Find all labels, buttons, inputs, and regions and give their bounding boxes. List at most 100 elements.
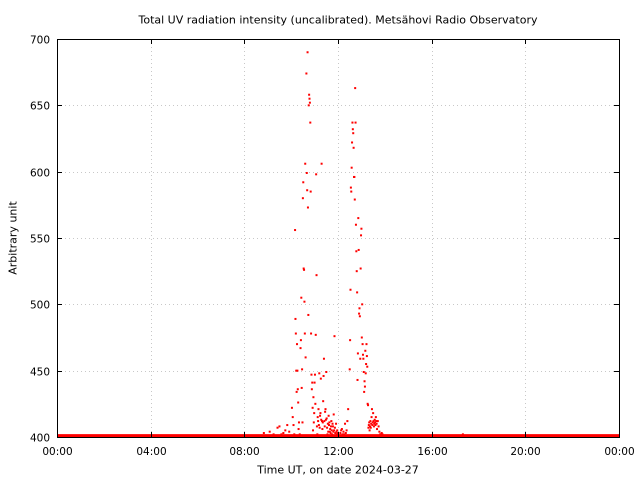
data-point	[321, 428, 324, 431]
data-point	[316, 416, 319, 419]
data-point	[374, 424, 377, 427]
data-point	[268, 430, 271, 433]
data-point	[299, 339, 302, 342]
data-point	[330, 429, 333, 432]
data-point	[342, 430, 345, 433]
data-point	[358, 312, 361, 315]
data-point	[313, 412, 316, 415]
y-tick-label: 500	[30, 300, 50, 312]
data-point	[353, 175, 356, 178]
data-point	[319, 377, 322, 380]
data-point	[278, 425, 281, 428]
data-point	[322, 374, 325, 377]
data-point	[353, 198, 356, 201]
data-point	[317, 420, 320, 423]
data-point	[312, 429, 315, 432]
x-tick-label: 20:00	[510, 446, 540, 458]
data-point	[351, 121, 354, 124]
data-point	[301, 197, 304, 200]
data-point	[333, 429, 336, 432]
data-point	[319, 414, 322, 417]
data-point	[372, 425, 375, 428]
data-point	[363, 385, 366, 388]
data-point	[297, 421, 300, 424]
data-point	[362, 370, 365, 373]
data-point	[369, 420, 372, 423]
data-point	[326, 422, 329, 425]
data-point	[284, 429, 287, 432]
chart-title: Total UV radiation intensity (uncalibrat…	[138, 14, 538, 27]
data-point	[304, 356, 307, 359]
data-point	[346, 420, 349, 423]
data-point	[354, 223, 357, 226]
data-point	[324, 408, 327, 411]
data-point	[308, 93, 311, 96]
data-point	[331, 425, 334, 428]
data-point	[341, 433, 344, 436]
data-point	[318, 372, 321, 375]
data-point	[359, 267, 362, 270]
data-point	[354, 87, 357, 90]
data-points	[262, 51, 464, 438]
data-point	[320, 418, 323, 421]
data-point	[294, 229, 297, 232]
data-point	[343, 433, 346, 436]
data-point	[329, 432, 332, 435]
data-point	[303, 268, 306, 271]
data-point	[365, 355, 368, 358]
data-point	[302, 181, 305, 184]
data-point	[296, 388, 299, 391]
data-point	[262, 432, 265, 435]
data-point	[335, 433, 338, 436]
data-point	[361, 303, 364, 306]
data-point	[352, 132, 355, 135]
data-point	[370, 422, 373, 425]
data-point	[303, 332, 306, 335]
data-point	[331, 422, 334, 425]
x-tick-label: 04:00	[136, 446, 166, 458]
data-point	[291, 416, 294, 419]
data-point	[297, 401, 300, 404]
data-point	[368, 429, 371, 432]
data-point	[306, 206, 309, 209]
data-point	[293, 433, 296, 436]
data-point	[382, 434, 385, 437]
data-point	[316, 433, 319, 436]
data-point	[378, 430, 381, 433]
data-point	[286, 424, 289, 427]
data-point	[322, 400, 325, 403]
data-point	[323, 425, 326, 428]
data-point	[370, 416, 373, 419]
data-point	[356, 352, 359, 355]
data-point	[362, 357, 365, 360]
data-point	[332, 413, 335, 416]
data-point	[276, 426, 279, 429]
data-point	[334, 432, 337, 435]
data-point	[319, 412, 322, 415]
data-point	[367, 424, 370, 427]
data-point	[340, 429, 343, 432]
data-point	[376, 420, 379, 423]
data-point	[296, 369, 299, 372]
data-point	[364, 372, 367, 375]
data-point	[373, 422, 376, 425]
data-point	[357, 217, 360, 220]
y-axis-label: Arbitrary unit	[7, 201, 20, 275]
data-point	[312, 421, 315, 424]
data-point	[320, 162, 323, 165]
data-point	[310, 373, 313, 376]
data-point	[328, 430, 331, 433]
data-point	[325, 370, 328, 373]
data-point	[328, 424, 331, 427]
data-point	[360, 336, 363, 339]
data-point	[305, 171, 308, 174]
data-point	[310, 332, 313, 335]
data-point	[361, 353, 364, 356]
data-point	[340, 428, 343, 431]
y-axis: 400 450 500 550 600 650 700	[30, 35, 619, 445]
data-point	[311, 406, 314, 409]
data-point	[333, 335, 336, 338]
data-point	[315, 173, 318, 176]
data-point	[360, 227, 363, 230]
